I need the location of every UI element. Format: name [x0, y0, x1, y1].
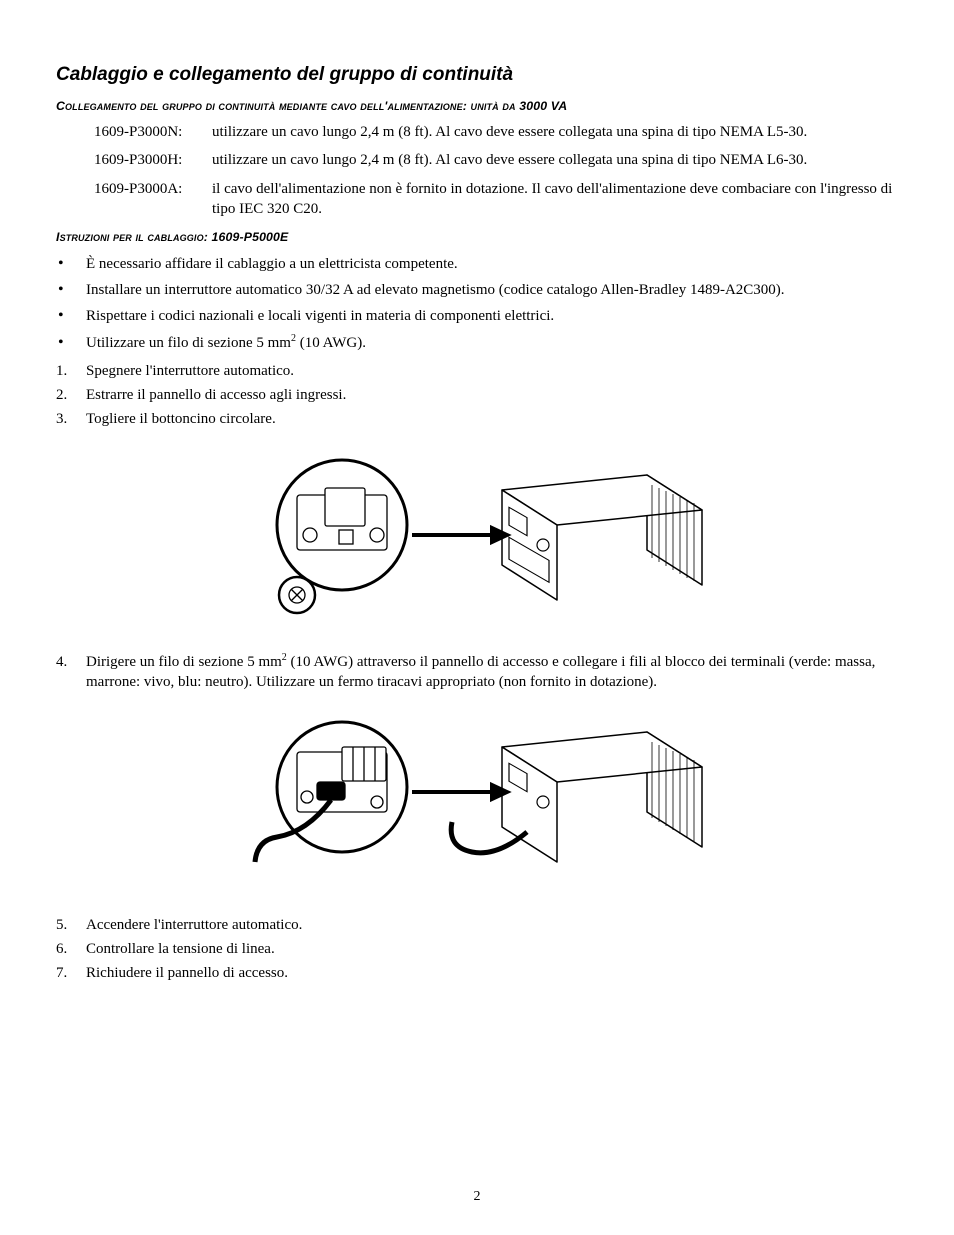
step-item: Spegnere l'interruttore automatico.	[56, 361, 898, 381]
figure-1-svg	[247, 440, 707, 630]
figure-2-svg	[247, 702, 707, 892]
document-page: Cablaggio e collegamento del gruppo di c…	[0, 0, 954, 1235]
step4-pre: Dirigere un filo di sezione 5 mm	[86, 654, 282, 670]
step-item: Controllare la tensione di linea.	[56, 939, 898, 959]
section2-heading: Istruzioni per il cablaggio: 1609-P5000E	[56, 229, 898, 246]
bullet-item: È necessario affidare il cablaggio a un …	[56, 254, 898, 274]
section2-heading-sep: :	[204, 230, 212, 244]
section1-heading-b: alimentazione	[387, 99, 462, 113]
bullet-item: Rispettare i codici nazionali e locali v…	[56, 306, 898, 326]
section2-heading-model: 1609-P5000E	[212, 230, 289, 244]
section1-heading: Collegamento del gruppo di continuità me…	[56, 98, 898, 115]
bullet-wire-post: (10 AWG).	[296, 335, 366, 351]
section2-heading-a: Istruzioni per il cablaggio	[56, 230, 204, 244]
def-text: il cavo dell'alimentazione non è fornito…	[212, 179, 898, 220]
step-item: Togliere il bottoncino circolare.	[56, 409, 898, 429]
bullet-wire-pre: Utilizzare un filo di sezione 5 mm	[86, 335, 291, 351]
def-row: 1609-P3000H: utilizzare un cavo lungo 2,…	[94, 150, 898, 170]
bullet-list: È necessario affidare il cablaggio a un …	[56, 254, 898, 353]
def-label: 1609-P3000N:	[94, 122, 212, 142]
steps-list-mid: Dirigere un filo di sezione 5 mm2 (10 AW…	[56, 652, 898, 693]
section1-heading-num: 3000 VA	[519, 99, 567, 113]
section1-heading-a: Collegamento del gruppo di continuità me…	[56, 99, 384, 113]
step-item: Richiudere il pannello di accesso.	[56, 963, 898, 983]
step-item: Estrarre il pannello di accesso agli ing…	[56, 385, 898, 405]
main-heading: Cablaggio e collegamento del gruppo di c…	[56, 62, 898, 88]
def-text: utilizzare un cavo lungo 2,4 m (8 ft). A…	[212, 150, 898, 170]
steps-list-b: Accendere l'interruttore automatico. Con…	[56, 915, 898, 984]
page-number: 2	[0, 1188, 954, 1207]
def-row: 1609-P3000A: il cavo dell'alimentazione …	[94, 179, 898, 220]
figure-1	[56, 440, 898, 636]
def-row: 1609-P3000N: utilizzare un cavo lungo 2,…	[94, 122, 898, 142]
step-item: Accendere l'interruttore automatico.	[56, 915, 898, 935]
def-label: 1609-P3000A:	[94, 179, 212, 220]
section1-heading-sep: :	[463, 99, 471, 113]
steps-list-a: Spegnere l'interruttore automatico. Estr…	[56, 361, 898, 430]
section1-heading-c: unità da	[471, 99, 520, 113]
def-label: 1609-P3000H:	[94, 150, 212, 170]
bullet-item: Utilizzare un filo di sezione 5 mm2 (10 …	[56, 333, 898, 353]
step-item: Dirigere un filo di sezione 5 mm2 (10 AW…	[56, 652, 898, 693]
def-text: utilizzare un cavo lungo 2,4 m (8 ft). A…	[212, 122, 898, 142]
bullet-item: Installare un interruttore automatico 30…	[56, 280, 898, 300]
figure-2	[56, 702, 898, 898]
